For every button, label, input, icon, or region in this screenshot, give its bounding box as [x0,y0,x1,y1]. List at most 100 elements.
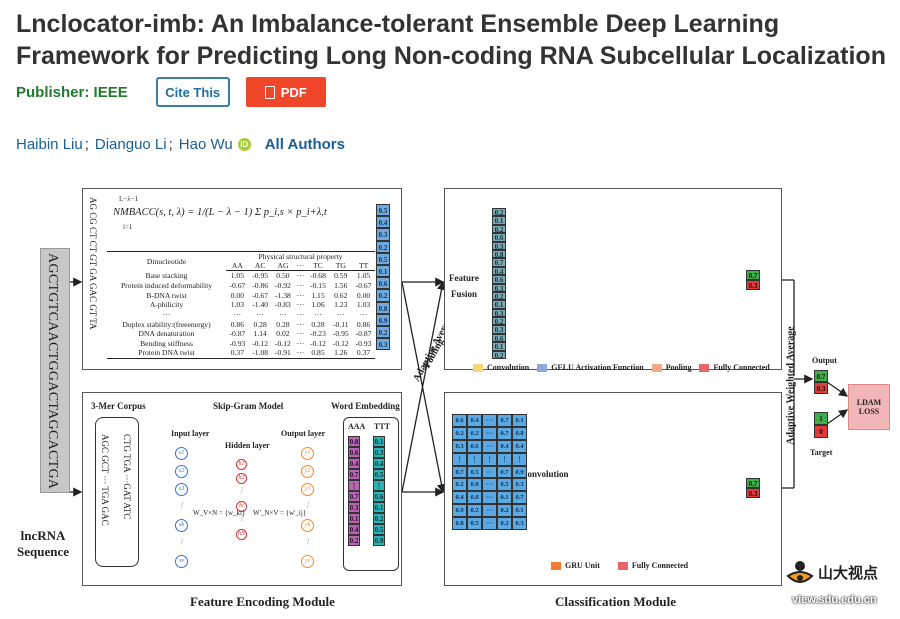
table-row: Bending stiffness -0.93 -0.12 -0.12 ··· -0.12… [107,339,375,349]
vector-cell: 0.2 [492,291,506,301]
publisher-info: Publisher: IEEE [16,84,128,101]
legend-label: Fully Connected [631,561,689,570]
vector-cell: 0.6 [373,491,385,502]
fusion-label: Fusion [451,289,478,299]
table-cell: 1.23 [334,300,348,310]
table-row: DNA denaturation -0.87 1.14 0.02 ··· -0.23 -0.… [107,329,375,339]
vector-cell: 0.2 [376,325,390,339]
table-cell: ··· [162,309,171,319]
table-row: Protein induced deformability -0.67 -0.86-… [107,281,375,291]
matrix-cell: 0.5 [497,478,512,492]
orcid-icon[interactable]: iD [237,138,251,151]
output-label: Output [812,356,837,365]
matrix-cell: 0.2 [452,478,467,492]
author-link[interactable]: Hao Wu [178,136,233,153]
legend-swatch [551,562,561,571]
matrix-cell: 0.2 [497,517,512,531]
table-cell: ··· [296,309,305,319]
table-cell: -0.12 [252,339,269,349]
vector-cell: 0.2 [348,535,360,546]
table-cell: ··· [296,329,305,339]
matrix-cell: ⋮ [467,452,482,466]
legend-item: GRU Unit [551,561,600,571]
feature-encoding-module-label: Feature Encoding Module [190,594,335,609]
sum-upper-limit: L−λ−1 [119,195,139,203]
table-cell: ··· [296,280,305,290]
vector-cell: 0.3 [746,280,760,290]
vector-cell: 0.1 [373,502,385,513]
embedding-col2-header: TTT [374,422,391,431]
matrix-cell: 0.7 [497,465,512,479]
matrix-cell: ··· [482,491,497,505]
gru-output-vector: 0.7 0.3 [746,478,760,498]
vector-cell: 0.4 [348,458,360,469]
word-embedding-label: Word Embedding [331,401,400,411]
table-cell: Base stacking [145,271,188,281]
input-layer-label: Input layer [171,429,210,438]
table-cell: -0.12 [332,339,349,349]
legend-label: Fully Connected [713,363,770,372]
table-cell: B-DNA twist [146,290,187,300]
vector-cell: 0.3 [348,502,360,513]
matrix-cell: 0.8 [512,426,527,440]
matrix-cell: ··· [482,414,497,427]
network-node: h2 [236,473,247,484]
network-node: ⋮ [178,539,185,545]
table-body: Base stacking 1.05 -0.95 0.50 ··· -0.68 0.59 1.… [107,271,375,359]
corpus-column-1: AGC GCT ··· TGA GAC [100,434,110,526]
table-cell: -1.40 [252,300,269,310]
matrix-cell: 0.3 [512,478,527,492]
network-node: xv [175,555,188,568]
pdf-button-label: PDF [280,84,307,100]
all-authors-link[interactable]: All Authors [264,136,345,153]
legend-swatch [651,364,662,373]
table-cell: Duplex stability:(freeenergy) [122,319,211,329]
vector-cell: 0.7 [746,270,760,280]
legend-label: Pooling [665,363,692,372]
matrix-cell: 0.8 [467,491,482,505]
matrix-cell: ··· [482,517,497,531]
table-col: AG [271,261,295,272]
table-cell: 0.28 [276,319,290,329]
cite-this-button[interactable]: Cite This [155,77,230,107]
weight-matrix-left: W_V×N = {w_ki} [193,509,246,517]
hidden-nodes: h1 h2 ⋮ hi ⋮ hN [236,459,247,540]
legend-swatch [537,364,548,373]
vector-cell: 0.6 [492,233,506,242]
matrix-cell: ⋮ [497,452,512,466]
table-col: ··· [294,261,307,272]
nmbacc-formula: NMBACC(s, t, λ) = 1/(L − λ − 1) Σ p_i,s … [113,207,327,218]
matrix-cell: ··· [482,426,497,440]
publisher-name[interactable]: IEEE [93,83,128,101]
network-node: x1 [175,447,188,460]
output-layer-label: Output layer [281,429,326,438]
table-cell: 1.26 [329,348,353,359]
author-list: Haibin Liu ; Dianguo Li ; Hao Wu iD All … [16,136,345,153]
table-cell: -0.67 [355,280,372,290]
table-cell: 1.05 [230,271,245,281]
vector-cell: 0.1 [348,513,360,524]
table-cell: ··· [279,309,287,319]
vector-cell: 0.3 [492,241,506,251]
table-cell: -0.67 [252,290,269,300]
table-cell: -0.92 [275,280,291,290]
matrix-cell: 0.2 [452,426,467,440]
table-cell: ··· [296,339,305,349]
vector-cell: 0.3 [376,338,390,351]
vector-cell: 0.3 [746,488,760,498]
lncrna-sequence: AGCTGTCAACTGGACTAGCACTGA [40,248,70,493]
skipgram-label: Skip-Gram Model [213,401,284,411]
matrix-cell: 0.9 [512,465,527,479]
pdf-button[interactable]: PDF [245,77,326,107]
author-link[interactable]: Haibin Liu [16,136,83,153]
author-link[interactable]: Dianguo Li [94,136,167,153]
table-cell: -0.12 [310,339,326,349]
vector-cell: 0.2 [373,513,385,524]
matrix-cell: 0.6 [467,439,482,453]
table-row: Duplex stability:(freeenergy) 0.86 0.28 0.2… [107,319,375,329]
table-cell: 0.85 [306,348,330,359]
classification-module-label: Classification Module [555,594,676,609]
network-node: ⋮ [178,503,185,509]
table-cell: -0.87 [355,329,372,339]
table-cell: -0.87 [229,329,246,339]
